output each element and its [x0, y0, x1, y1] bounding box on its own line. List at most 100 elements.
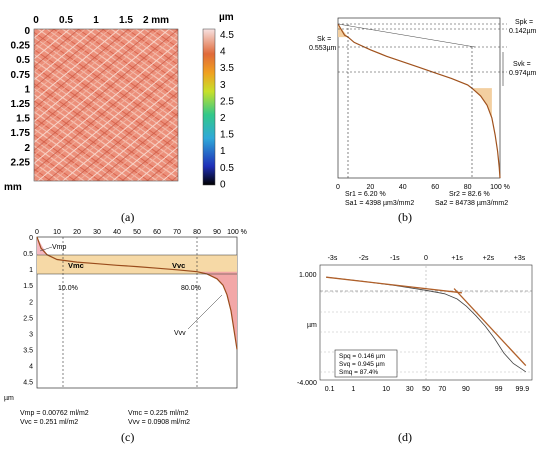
panel-c-y-tick: 2: [29, 299, 33, 306]
panel-d-y-unit: µm: [307, 322, 317, 329]
colorbar-tick: 1.5: [220, 130, 234, 141]
panel-a-y-tick: 0.75: [11, 70, 31, 81]
panel-c-y-tick: 3: [29, 331, 33, 338]
plateau-fit-line: [326, 276, 462, 294]
panel-a-x-ticks: 0 0.5 1 1.5 2 mm: [33, 15, 169, 26]
panel-d-bottom-tick: 99.9: [516, 386, 530, 393]
panel-d-top-tick: -1s: [390, 255, 400, 262]
panel-d-svg: -3s -2s -1s 0 +1s +2s +3s 0.1 1 10 30 50 70 90 99 99.9…: [297, 255, 533, 393]
p2-label: 80.0%: [181, 285, 201, 292]
spk-label: Spk =: [515, 19, 533, 26]
smq-value: Smq = 87.4%: [339, 369, 378, 376]
panel-a-y-ticks: 0 0.25 0.5 0.75 1 1.25 1.5 1.75 2 2.25: [11, 26, 31, 168]
colorbar: [202, 28, 216, 186]
surface-texture-overlay: [34, 29, 178, 181]
panel-d-bottom-tick: 70: [438, 386, 446, 393]
colorbar-tick: 0: [220, 179, 226, 190]
colorbar-tick: 4: [220, 47, 226, 58]
panel-d-y-bottom: -4.000: [297, 380, 317, 387]
sr2-value: Sr2 = 82.6 %: [449, 191, 490, 198]
panel-c-x-tick: 70: [173, 229, 181, 236]
panel-b-x-tick: 80: [464, 184, 472, 191]
caption-c: (c): [121, 430, 135, 444]
panel-d-top-tick: 0: [424, 255, 428, 262]
panel-a-y-unit: mm: [4, 182, 22, 193]
panel-d-bottom-tick: 90: [462, 386, 470, 393]
caption-a: (a): [121, 210, 135, 224]
panel-c-x-tick: 100 %: [227, 229, 247, 236]
vmc-value: Vmc = 0.225 ml/m2: [128, 410, 189, 417]
caption-d: (d): [398, 430, 412, 444]
panel-b: Sk = 0.553µm Spk = 0.142µm Svk = 0.974µm…: [275, 0, 550, 225]
panel-a-y-tick: 0.25: [11, 41, 31, 52]
colorbar-tick: 2: [220, 113, 226, 124]
vmp-value: Vmp = 0.00762 ml/m2: [20, 410, 89, 417]
panel-c-y-tick: 2.5: [23, 315, 33, 322]
svq-value: Svq = 0.945 µm: [339, 361, 385, 368]
vvv-label: Vvv: [174, 330, 186, 337]
panel-d-top-ticks: -3s -2s -1s 0 +1s +2s +3s: [328, 255, 526, 262]
panel-a-y-tick: 1.25: [11, 99, 31, 110]
panel-b-x-tick: 20: [367, 184, 375, 191]
panel-c-x-tick: 20: [73, 229, 81, 236]
panel-a-x-tick: 0: [33, 15, 39, 26]
panel-d-bottom-tick: 1: [351, 386, 355, 393]
panel-d-top-tick: +1s: [451, 255, 463, 262]
vvc-value: Vvc = 0.251 ml/m2: [20, 419, 78, 426]
vmc-band: [37, 255, 237, 274]
panel-c-x-tick: 90: [213, 229, 221, 236]
p1-label: 10.0%: [58, 285, 78, 292]
caption-b: (b): [398, 210, 412, 224]
vvv-area: [197, 271, 237, 350]
panel-b-x-tick: 40: [399, 184, 407, 191]
panel-a-y-tick: 0: [24, 26, 30, 37]
panel-d-bottom-tick: 50: [422, 386, 430, 393]
panel-a-y-tick: 2.25: [11, 157, 31, 168]
sa1-value: Sa1 = 4398 µm3/mm2: [345, 200, 414, 207]
panel-c-x-tick: 50: [133, 229, 141, 236]
panel-a-x-tick: 0.5: [59, 15, 73, 26]
panel-c-x-tick: 10: [53, 229, 61, 236]
panel-d-bottom-tick: 30: [406, 386, 414, 393]
vmp-area: [37, 237, 47, 255]
panel-d-bottom-tick: 99: [495, 386, 503, 393]
vvc-label: Vvc: [172, 261, 185, 270]
panel-a-y-tick: 1.5: [16, 114, 30, 125]
panel-c-y-tick: 0.5: [23, 251, 33, 258]
colorbar-tick: 1: [220, 146, 226, 157]
spk-area: [338, 24, 349, 38]
panel-d-grid: [320, 266, 532, 380]
panel-c-y-unit: µm: [4, 395, 14, 402]
panel-d-bottom-tick: 10: [382, 386, 390, 393]
panel-c-x-ticks: 0 10 20 30 40 50 60 70 80 90 100 %: [35, 229, 247, 236]
panel-a-y-tick: 1.75: [11, 128, 31, 139]
panel-c-x-tick: 0: [35, 229, 39, 236]
colorbar-unit: µm: [219, 12, 234, 23]
valley-fit-line: [453, 288, 527, 367]
panel-d-top-tick: +2s: [483, 255, 495, 262]
panel-a-x-tick: 1.5: [119, 15, 133, 26]
panel-c-x-tick: 30: [93, 229, 101, 236]
colorbar-tick: 0.5: [220, 163, 234, 174]
vmc-label: Vmc: [68, 261, 84, 270]
spk-value: 0.142µm: [509, 28, 537, 35]
panel-b-x-tick: 0: [336, 184, 340, 191]
panel-a-x-tick: 1: [93, 15, 99, 26]
panel-c-x-tick: 80: [193, 229, 201, 236]
abbott-curve: [36, 236, 238, 350]
vvv-value: Vvv = 0.0908 ml/m2: [128, 419, 190, 426]
panel-d-top-tick: -2s: [359, 255, 369, 262]
stats-box: [334, 349, 398, 378]
sa2-value: Sa2 = 84738 µm3/mm2: [435, 200, 508, 207]
panel-a-svg: 0 0.5 1 1.5 2 mm 0 0.25 0.5 0.75 1 1.25 1.5 1.75 2 2.…: [4, 12, 234, 193]
panel-c-y-tick: 0: [29, 235, 33, 242]
panel-c-x-tick: 60: [153, 229, 161, 236]
panel-a-x-tick: 2 mm: [143, 15, 169, 26]
panel-b-svg: Sk = 0.553µm Spk = 0.142µm Svk = 0.974µm…: [309, 17, 537, 207]
panel-d: -3s -2s -1s 0 +1s +2s +3s 0.1 1 10 30 50 70 90 99 99.9…: [275, 225, 550, 449]
panel-d-y-top: 1.000: [299, 272, 317, 279]
sk-label: Sk =: [317, 36, 331, 43]
sr1-value: Sr1 = 6.20 %: [345, 191, 386, 198]
panel-a-y-tick: 0.5: [16, 55, 30, 66]
panel-b-x-tick: 100 %: [490, 184, 510, 191]
